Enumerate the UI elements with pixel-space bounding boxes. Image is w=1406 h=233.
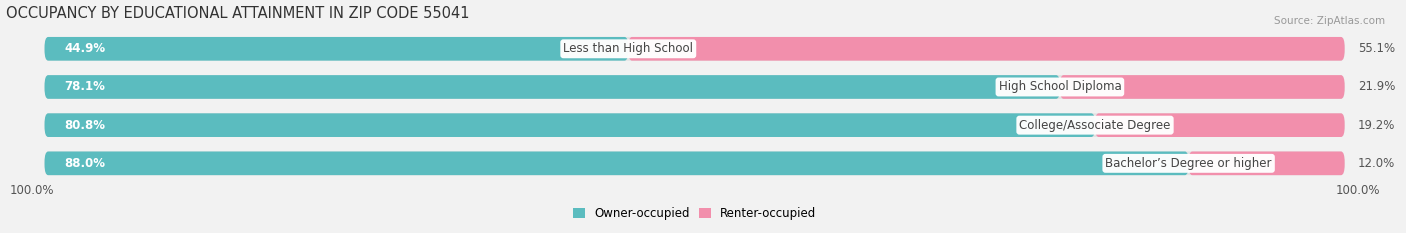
FancyBboxPatch shape [45, 151, 1188, 175]
Text: 19.2%: 19.2% [1358, 119, 1395, 132]
Text: Less than High School: Less than High School [564, 42, 693, 55]
Text: 12.0%: 12.0% [1358, 157, 1395, 170]
Legend: Owner-occupied, Renter-occupied: Owner-occupied, Renter-occupied [568, 202, 821, 225]
FancyBboxPatch shape [628, 37, 1344, 61]
FancyBboxPatch shape [1060, 75, 1344, 99]
FancyBboxPatch shape [45, 151, 1344, 175]
Text: 100.0%: 100.0% [1336, 184, 1379, 197]
FancyBboxPatch shape [45, 37, 628, 61]
Text: College/Associate Degree: College/Associate Degree [1019, 119, 1171, 132]
Text: 88.0%: 88.0% [65, 157, 105, 170]
Text: OCCUPANCY BY EDUCATIONAL ATTAINMENT IN ZIP CODE 55041: OCCUPANCY BY EDUCATIONAL ATTAINMENT IN Z… [6, 6, 470, 21]
FancyBboxPatch shape [45, 75, 1060, 99]
Text: 44.9%: 44.9% [65, 42, 105, 55]
FancyBboxPatch shape [45, 75, 1344, 99]
Text: 21.9%: 21.9% [1358, 80, 1395, 93]
Text: 55.1%: 55.1% [1358, 42, 1395, 55]
Text: 100.0%: 100.0% [10, 184, 53, 197]
FancyBboxPatch shape [45, 113, 1095, 137]
FancyBboxPatch shape [45, 37, 1344, 61]
Text: Bachelor’s Degree or higher: Bachelor’s Degree or higher [1105, 157, 1272, 170]
FancyBboxPatch shape [1188, 151, 1344, 175]
Text: 80.8%: 80.8% [65, 119, 105, 132]
FancyBboxPatch shape [1095, 113, 1344, 137]
Text: Source: ZipAtlas.com: Source: ZipAtlas.com [1274, 16, 1385, 26]
Text: 78.1%: 78.1% [65, 80, 105, 93]
Text: High School Diploma: High School Diploma [998, 80, 1122, 93]
FancyBboxPatch shape [45, 113, 1344, 137]
